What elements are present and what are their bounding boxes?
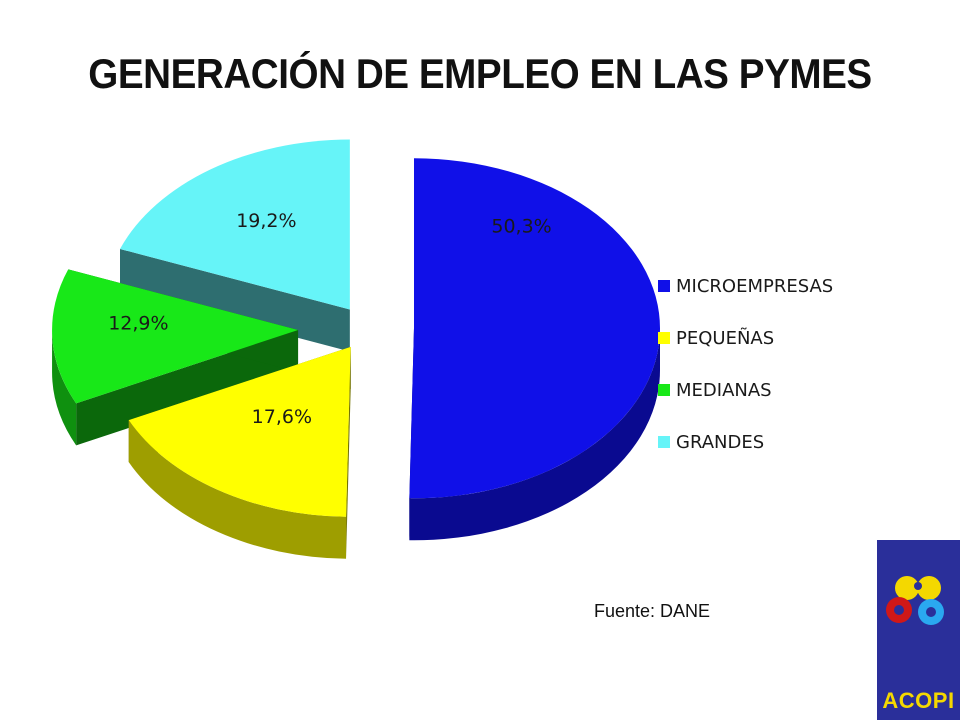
- pie-slice-medianas: [52, 269, 299, 446]
- pie-slice-wall-pequeñas-0: [346, 346, 351, 559]
- pie-slice-wall-grandes-0: [120, 248, 350, 352]
- logo-text: ACOPI: [882, 688, 955, 713]
- source-note: Fuente: DANE: [594, 601, 711, 621]
- legend-item-microempresas: MICROEMPRESAS: [658, 276, 833, 297]
- slide-title: GENERACIÓN DE EMPLEO EN LAS PYMES: [88, 50, 872, 97]
- data-label-pequeñas: 17,6%: [252, 406, 312, 428]
- legend-label-microempresas: MICROEMPRESAS: [676, 276, 833, 297]
- legend-item-grandes: GRANDES: [658, 432, 764, 453]
- pie-slice-top-microempresas: [409, 158, 660, 499]
- pie-slice-pequeñas: [128, 346, 351, 559]
- pie-slice-top-medianas: [52, 269, 299, 404]
- legend-swatch-medianas: [658, 384, 670, 396]
- pie-slice-microempresas: [409, 158, 660, 541]
- legend-swatch-grandes: [658, 436, 670, 448]
- pie-slice-wall-medianas-0: [76, 330, 299, 446]
- chart-legend: MICROEMPRESAS PEQUEÑAS MEDIANAS GRANDES: [658, 276, 833, 453]
- pie-slice-grandes: [120, 139, 350, 352]
- pie-slice-side-microempresas: [409, 328, 660, 541]
- legend-swatch-pequeñas: [658, 332, 670, 344]
- pie-labels: 19,2% 50,3% 12,9% 17,6%: [108, 210, 551, 428]
- data-label-grandes: 19,2%: [236, 210, 296, 232]
- legend-label-medianas: MEDIANAS: [676, 380, 772, 401]
- logo-gears-icon: [886, 576, 944, 625]
- data-label-medianas: 12,9%: [108, 312, 168, 334]
- pie-slice-top-grandes: [120, 139, 350, 310]
- legend-item-pequeñas: PEQUEÑAS: [658, 327, 774, 349]
- pie-slice-side-pequeñas: [128, 420, 347, 559]
- legend-item-medianas: MEDIANAS: [658, 380, 772, 401]
- pie-slice-top-pequeñas: [128, 346, 351, 517]
- acopi-logo: ACOPI: [877, 540, 960, 720]
- legend-label-pequeñas: PEQUEÑAS: [676, 327, 774, 349]
- legend-swatch-microempresas: [658, 280, 670, 292]
- legend-label-grandes: GRANDES: [676, 432, 764, 453]
- data-label-microempresas: 50,3%: [491, 215, 551, 237]
- pie-slice-side-medianas: [52, 330, 77, 446]
- pie-slices: [52, 139, 660, 559]
